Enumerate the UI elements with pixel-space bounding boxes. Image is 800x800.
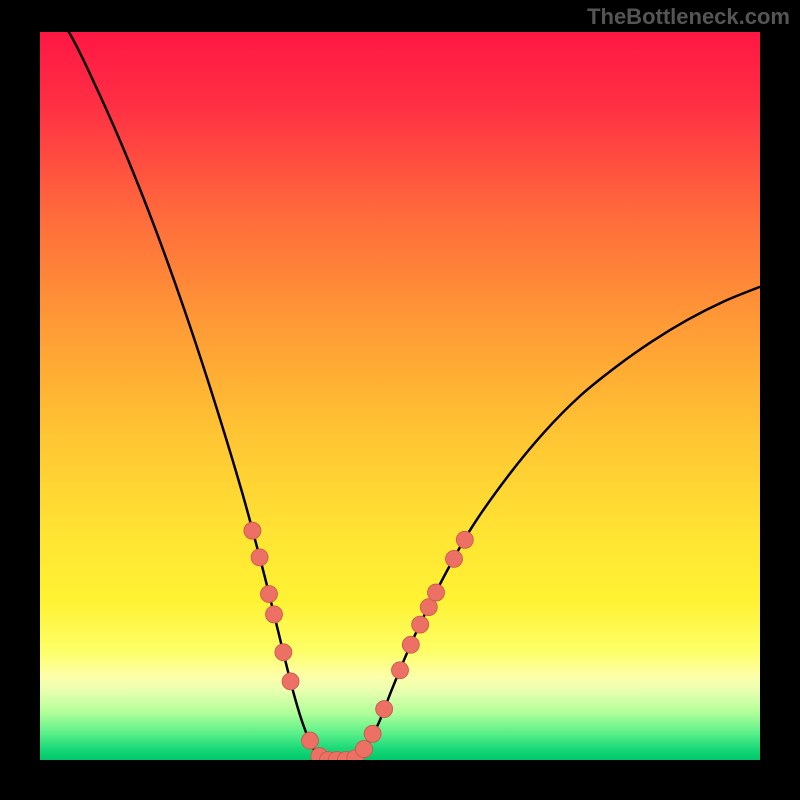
data-marker [376, 701, 393, 718]
data-marker [364, 725, 381, 742]
chart-container: TheBottleneck.com [0, 0, 800, 800]
data-marker [356, 741, 373, 758]
data-marker [260, 586, 277, 603]
data-marker [412, 616, 429, 633]
data-marker [251, 549, 268, 566]
chart-svg [0, 0, 800, 800]
watermark-text: TheBottleneck.com [587, 4, 790, 30]
data-marker [402, 636, 419, 653]
data-marker [266, 606, 283, 623]
data-marker [275, 644, 292, 661]
data-marker [446, 550, 463, 567]
data-marker [282, 673, 299, 690]
data-marker [392, 662, 409, 679]
plot-background [40, 32, 760, 760]
data-marker [302, 732, 319, 749]
data-marker [428, 584, 445, 601]
data-marker [244, 522, 261, 539]
data-marker [456, 531, 473, 548]
